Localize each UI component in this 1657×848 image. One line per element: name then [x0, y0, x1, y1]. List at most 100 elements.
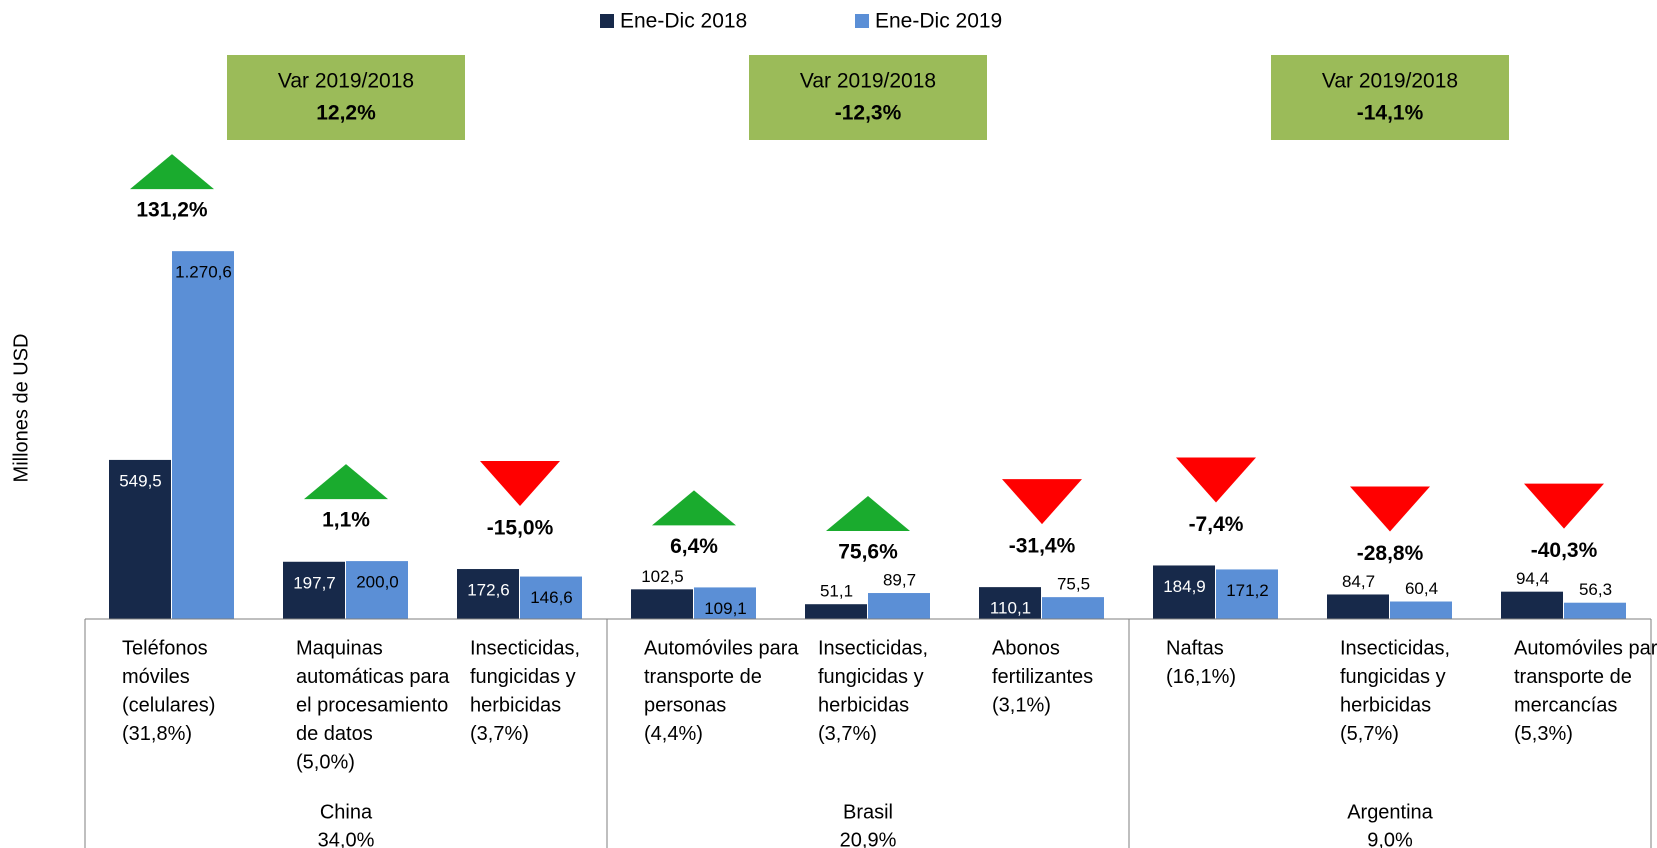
category-label: fungicidas y: [818, 666, 924, 688]
value-label: 56,3: [1579, 580, 1612, 599]
value-label: 197,7: [293, 573, 336, 592]
category-label: el procesamiento: [296, 694, 448, 716]
value-label: 1.270,6: [175, 263, 232, 282]
group-share: 9,0%: [1367, 829, 1413, 848]
value-label: 89,7: [883, 571, 916, 590]
change-label: -31,4%: [1009, 535, 1076, 558]
category-label: Insecticidas,: [818, 637, 928, 659]
category-label: mercancías: [1514, 694, 1617, 716]
category-label: (celulares): [122, 694, 215, 716]
bar: [868, 593, 930, 619]
group-name: Brasil: [843, 801, 893, 823]
bar: [805, 604, 867, 619]
category-label: de datos: [296, 723, 373, 745]
category-label: transporte de: [1514, 666, 1632, 688]
arrow-up: [130, 154, 214, 190]
category-label: Insecticidas,: [470, 637, 580, 659]
bar: [694, 587, 756, 619]
category-label: Teléfonos: [122, 637, 208, 659]
category-label: Abonos: [992, 637, 1060, 659]
change-label: 6,4%: [670, 535, 718, 558]
value-label: 94,4: [1516, 569, 1549, 588]
value-label: 51,1: [820, 582, 853, 601]
group-share: 20,9%: [840, 829, 897, 848]
change-label: -15,0%: [487, 517, 554, 540]
category-label: (3,1%): [992, 694, 1051, 716]
var-title: Var 2019/2018: [1322, 70, 1458, 93]
value-label: 110,1: [990, 599, 1031, 618]
legend-swatch: [600, 14, 614, 28]
legend-swatch: [855, 14, 869, 28]
arrow-up: [304, 464, 388, 500]
var-box: [749, 55, 987, 140]
category-label: móviles: [122, 666, 190, 688]
var-title: Var 2019/2018: [278, 70, 414, 93]
category-label: personas: [644, 694, 726, 716]
y-axis-label: Millones de USD: [10, 334, 32, 483]
category-label: (5,3%): [1514, 723, 1573, 745]
bar: [631, 589, 693, 619]
value-label: 171,2: [1226, 581, 1269, 600]
category-label: Insecticidas,: [1340, 637, 1450, 659]
legend-label: Ene-Dic 2018: [620, 10, 747, 33]
change-label: 75,6%: [838, 541, 898, 564]
change-label: -7,4%: [1189, 513, 1244, 536]
category-label: (3,7%): [470, 723, 529, 745]
arrow-down: [1350, 486, 1430, 532]
category-label: fertilizantes: [992, 666, 1093, 688]
var-box: [1271, 55, 1509, 140]
legend-label: Ene-Dic 2019: [875, 10, 1002, 33]
bar: [1153, 565, 1215, 619]
bar: [283, 561, 345, 619]
value-label: 84,7: [1342, 572, 1375, 591]
value-label: 75,5: [1057, 575, 1090, 594]
var-value: -12,3%: [835, 102, 902, 125]
arrow-up: [652, 490, 736, 526]
category-label: Automóviles para: [644, 637, 799, 659]
category-label: herbicidas: [1340, 694, 1431, 716]
bar: [1042, 597, 1104, 619]
category-label: fungicidas y: [1340, 666, 1446, 688]
category-label: (5,7%): [1340, 723, 1399, 745]
change-label: -40,3%: [1531, 539, 1598, 562]
category-label: Naftas: [1166, 637, 1224, 659]
bar: [1501, 591, 1563, 619]
bar: [1390, 601, 1452, 619]
var-title: Var 2019/2018: [800, 70, 936, 93]
group-name: Argentina: [1347, 801, 1433, 823]
bar: [172, 251, 234, 619]
var-box: [227, 55, 465, 140]
arrow-down: [1524, 483, 1604, 529]
category-label: Maquinas: [296, 637, 383, 659]
category-label: fungicidas y: [470, 666, 576, 688]
value-label: 549,5: [119, 471, 162, 490]
bar: [457, 569, 519, 619]
bar: [1564, 602, 1626, 619]
arrow-down: [480, 461, 560, 507]
change-label: -28,8%: [1357, 542, 1424, 565]
arrow-up: [826, 496, 910, 532]
value-label: 184,9: [1163, 577, 1206, 596]
category-label: herbicidas: [470, 694, 561, 716]
bar: [1216, 569, 1278, 619]
value-label: 200,0: [356, 573, 399, 592]
category-label: Automóviles para: [1514, 637, 1657, 659]
var-value: 12,2%: [316, 102, 376, 125]
value-label: 109,1: [704, 599, 747, 618]
bar: [520, 576, 582, 619]
category-label: transporte de: [644, 666, 762, 688]
category-label: automáticas para: [296, 666, 450, 688]
arrow-down: [1176, 457, 1256, 503]
change-label: 1,1%: [322, 509, 370, 532]
change-label: 131,2%: [136, 199, 208, 222]
bar: [346, 561, 408, 619]
group-share: 34,0%: [318, 829, 375, 848]
value-label: 102,5: [641, 567, 684, 586]
bar: [979, 587, 1041, 619]
category-label: (31,8%): [122, 723, 192, 745]
bar: [109, 459, 171, 619]
value-label: 60,4: [1405, 579, 1438, 598]
value-label: 146,6: [530, 588, 573, 607]
category-label: (3,7%): [818, 723, 877, 745]
